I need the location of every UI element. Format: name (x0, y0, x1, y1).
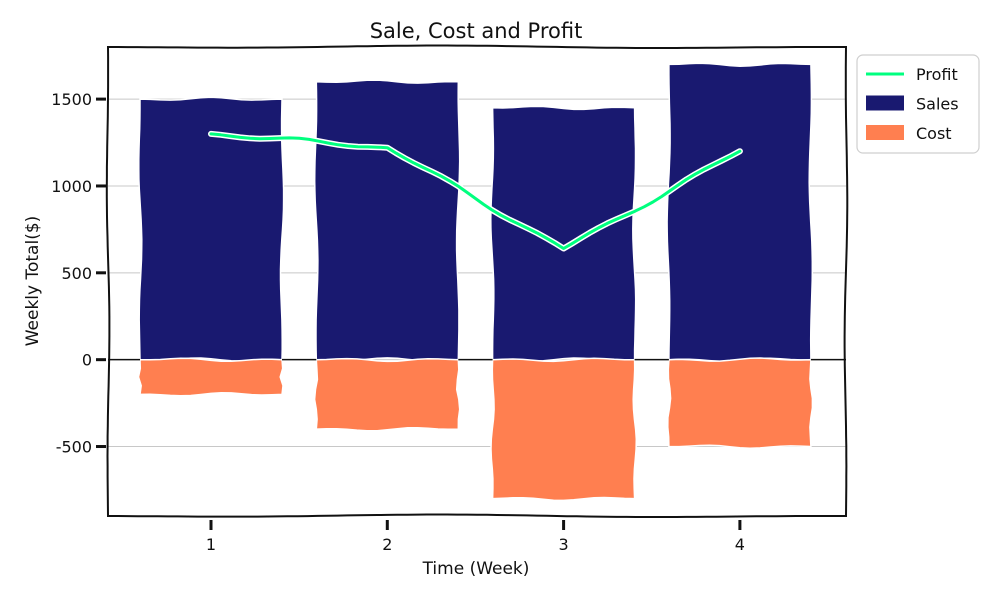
y-tick-label: 1500 (51, 90, 92, 109)
bar-layer (137, 62, 814, 502)
y-tick-label: -500 (56, 438, 92, 457)
y-tick-label: 500 (61, 264, 92, 283)
cost-bar (490, 357, 638, 502)
x-tick-label: 3 (559, 535, 569, 554)
sales-bar (490, 105, 637, 362)
legend-profit-label: Profit (916, 65, 958, 84)
x-axis-label: Time (Week) (422, 559, 530, 579)
legend-cost-swatch (866, 125, 904, 140)
legend-items: Profit Sales Cost (866, 65, 959, 143)
cost-bar (137, 357, 284, 397)
x-tick-label: 4 (735, 535, 745, 554)
tick-layer: -500 0 500 1000 1500 1 2 3 4 (51, 90, 745, 554)
plot-frame (105, 44, 849, 518)
y-axis-label: Weekly Total($) (23, 216, 43, 347)
sales-bar (666, 62, 814, 363)
legend-cost-label: Cost (916, 124, 952, 143)
profit-line (209, 132, 742, 250)
legend-sales-label: Sales (916, 95, 959, 114)
chart-title: Sale, Cost and Profit (370, 19, 583, 43)
legend: Profit Sales Cost (856, 54, 980, 154)
y-tick-label: 0 (82, 351, 92, 370)
profit-line-outline (208, 130, 743, 252)
x-tick-label: 1 (206, 535, 216, 554)
y-tick-label: 1000 (51, 177, 92, 196)
line-layer (208, 130, 743, 252)
cost-bar (667, 357, 814, 450)
sales-bar (313, 79, 461, 362)
cost-bar (313, 357, 461, 432)
legend-sales-swatch (866, 95, 904, 111)
x-tick-label: 2 (382, 535, 392, 554)
